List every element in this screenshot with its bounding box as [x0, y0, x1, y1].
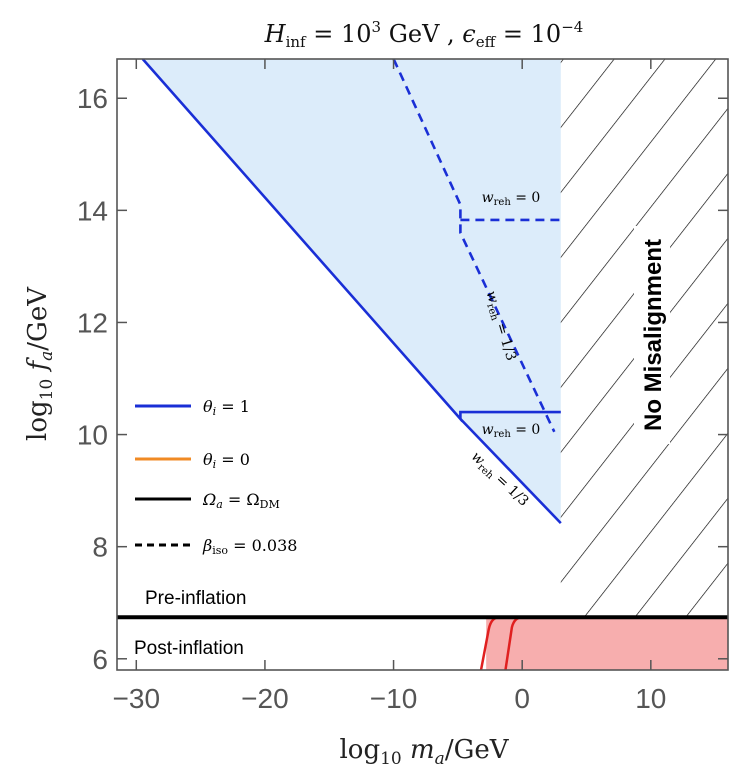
post-inflation-label: Post-inflation [134, 638, 244, 659]
series-layer [117, 59, 728, 620]
pre-inflation-label: Pre-inflation [145, 588, 246, 609]
annotation-wreh0-bottom: wreh = 0 [482, 422, 541, 440]
no-misalignment-label-bg [634, 226, 670, 444]
legend-label-theta1: θi = 1 [203, 397, 250, 418]
series-line-2 [392, 59, 556, 433]
allowed-region-shade [142, 59, 561, 524]
annotation-wreh0-top: wreh = 0 [482, 190, 541, 208]
y-tick-label: 16 [77, 83, 108, 114]
y-tick-label: 6 [92, 644, 108, 675]
legend: θi = 1 θi = 0 Ωa = ΩDM βiso = 0.038 [135, 397, 297, 557]
y-tick-label: 8 [92, 532, 108, 563]
chart-title: Hinf = 103 GeV , ϵeff = 10−4 [264, 18, 584, 51]
legend-label-omega: Ωa = ΩDM [202, 490, 280, 511]
x-tick-label: −10 [370, 683, 418, 714]
y-tick-label: 14 [77, 195, 108, 226]
series-line-0 [141, 59, 561, 423]
x-tick-label: −20 [241, 683, 289, 714]
legend-label-beta: βiso = 0.038 [202, 536, 297, 557]
x-tick-label: 0 [514, 683, 530, 714]
y-axis-label: log10 fa/GeV [23, 286, 57, 441]
ticks-layer: −30 −20 −10 0 10 6 8 10 12 14 16 [77, 59, 728, 714]
plot-frame [116, 58, 729, 671]
x-tick-label: 10 [635, 683, 666, 714]
x-tick-label: −30 [113, 683, 161, 714]
y-tick-label: 10 [77, 420, 108, 451]
post-inflation-fill [486, 617, 728, 670]
no-misalignment-label: No Misalignment [640, 239, 667, 431]
series-line-1 [459, 417, 562, 525]
legend-label-theta0: θi = 0 [203, 450, 250, 471]
y-tick-label: 12 [77, 307, 108, 338]
x-axis-label: log10 ma/GeV [339, 735, 509, 769]
